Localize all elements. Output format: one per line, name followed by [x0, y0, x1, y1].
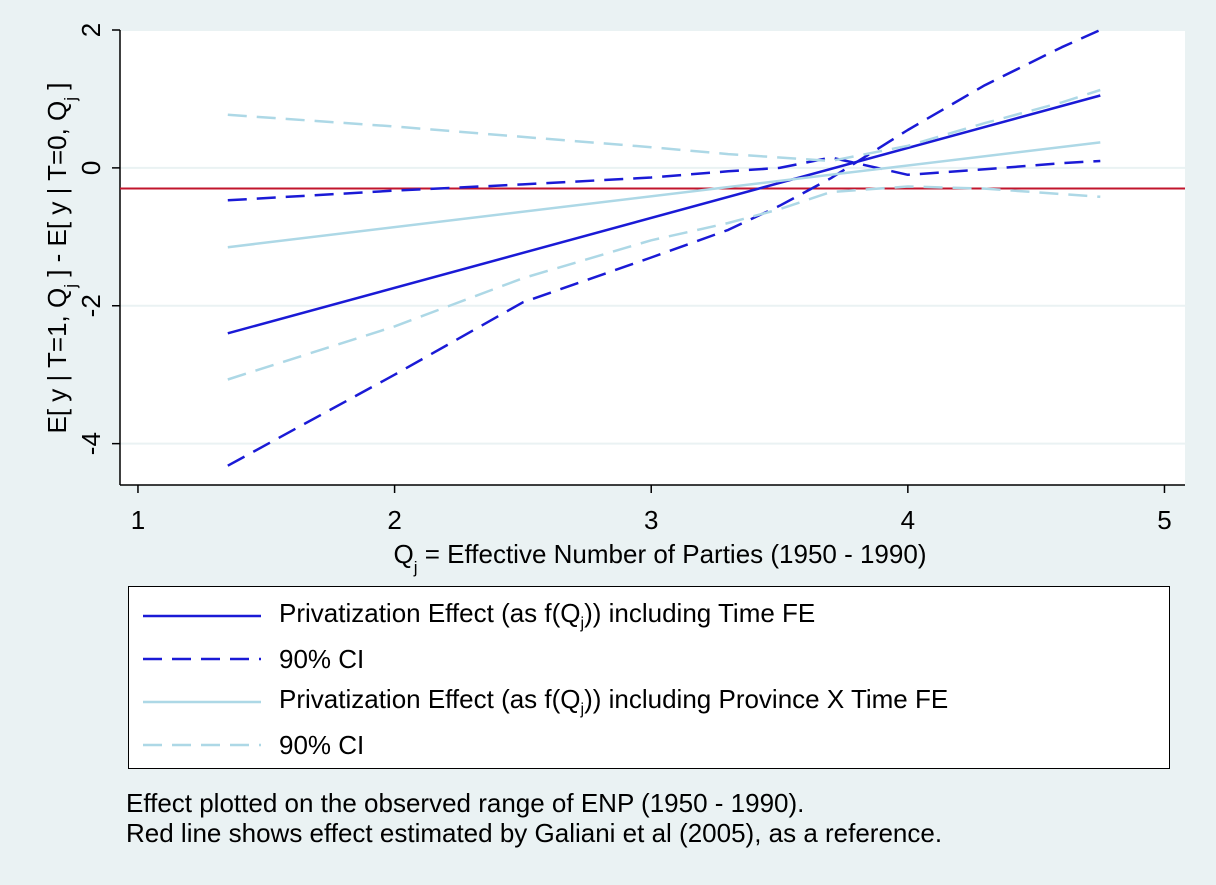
y-tick-label: -2 [76, 294, 106, 317]
effect-line-3 [227, 141, 1101, 249]
legend-item-province-time-fe: Privatization Effect (as f(Qj)) includin… [143, 684, 948, 720]
legend-label: Privatization Effect (as f(Qj)) includin… [279, 598, 816, 633]
legend-swatch-solid-blue [143, 614, 261, 618]
ci-line-5 [227, 185, 1101, 381]
legend-item-ci-blue: 90% CI [143, 641, 364, 677]
legend-swatch-dashed-blue [143, 657, 261, 661]
series-group [227, 28, 1101, 467]
x-tick-label: 1 [131, 505, 145, 535]
ci-line-1 [227, 28, 1101, 467]
legend-label: Privatization Effect (as f(Qj)) includin… [279, 684, 949, 719]
x-tick-label: 3 [644, 505, 658, 535]
y-tick-label: 2 [76, 23, 106, 37]
y-axis-label: E[ y | T=1, Qj ] - E[ y | T=0, Qj ] [42, 82, 80, 433]
legend: Privatization Effect (as f(Qj)) includin… [128, 586, 1170, 769]
x-tick-label: 2 [387, 505, 401, 535]
legend-label: 90% CI [279, 643, 365, 674]
y-tick-label: -4 [76, 432, 106, 455]
chart: 1 2 3 4 5 -4 -2 0 2 Qj = Effective Number of Par… [42, 23, 1185, 577]
legend-label: 90% CI [279, 729, 365, 760]
y-tick-label: 0 [76, 161, 106, 175]
legend-item-ci-lightblue: 90% CI [143, 727, 364, 763]
effect-line-0 [227, 94, 1101, 335]
ci-line-2 [227, 156, 1101, 202]
x-axis-label: Qj = Effective Number of Parties (1950 -… [394, 539, 927, 577]
legend-item-time-fe: Privatization Effect (as f(Qj)) includin… [143, 598, 815, 634]
axes: 1 2 3 4 5 -4 -2 0 2 [76, 23, 1185, 535]
x-tick-label: 5 [1157, 505, 1171, 535]
footnote-line-2: Red line shows effect estimated by Galia… [126, 818, 943, 848]
legend-swatch-dashed-lightblue [143, 743, 261, 747]
ci-line-4 [227, 88, 1101, 163]
legend-swatch-solid-lightblue [143, 700, 261, 704]
x-tick-label: 4 [901, 505, 915, 535]
footnote-line-1: Effect plotted on the observed range of … [126, 788, 805, 818]
